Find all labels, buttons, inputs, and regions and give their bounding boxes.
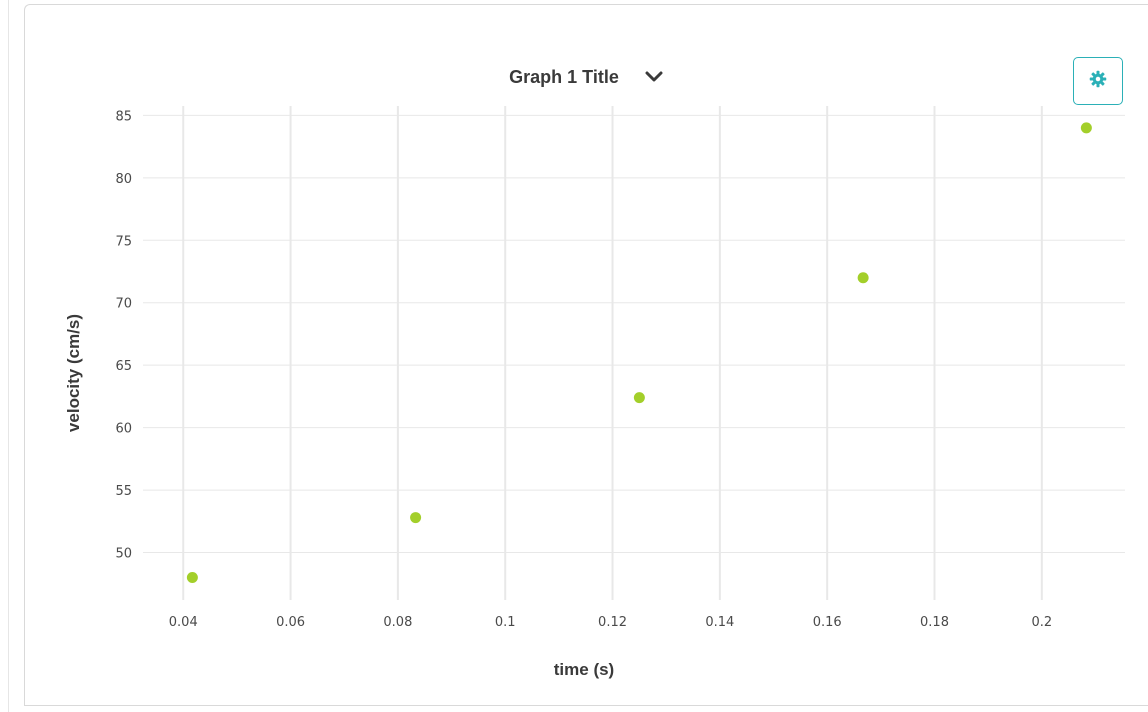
x-tick-label: 0.18 [920,615,949,630]
x-tick-labels: 0.04 0.06 0.08 0.1 0.12 0.14 0.16 0.18 0.2 [169,615,1052,630]
x-tick-label: 0.1 [495,615,516,630]
x-tick-label: 0.12 [598,615,627,630]
data-point[interactable] [410,512,422,524]
chevron-down-icon[interactable] [643,66,665,88]
y-tick-label: 55 [115,484,132,499]
y-tick-label: 60 [115,422,132,437]
left-panel-edge [0,0,9,712]
data-points [186,122,1092,584]
y-tick-label: 65 [115,359,132,374]
data-point[interactable] [186,572,198,584]
x-tick-label: 0.16 [813,615,842,630]
y-axis-label: velocity (cm/s) [64,314,83,432]
grid-lines [143,106,1125,600]
graph-title-dropdown[interactable]: Graph 1 Title [509,66,665,88]
gear-icon [1089,70,1107,93]
x-axis-label: time (s) [554,660,614,679]
graph-card [24,4,1148,706]
data-point[interactable] [857,272,869,284]
data-point[interactable] [633,392,645,404]
graph-title-bar: Graph 1 Title [0,66,1148,88]
y-tick-label: 70 [115,297,132,312]
y-tick-label: 80 [115,172,132,187]
y-tick-label: 75 [115,234,132,249]
x-tick-label: 0.2 [1031,615,1052,630]
graph-settings-button[interactable] [1073,57,1123,105]
x-tick-label: 0.14 [705,615,734,630]
y-tick-label: 50 [115,547,132,562]
y-tick-label: 85 [115,109,132,124]
graph-title: Graph 1 Title [509,66,619,87]
y-tick-labels: 50 55 60 65 70 75 80 85 [115,109,132,561]
x-tick-label: 0.04 [169,615,198,630]
data-point[interactable] [1080,122,1092,134]
x-tick-label: 0.06 [276,615,305,630]
x-tick-label: 0.08 [383,615,412,630]
